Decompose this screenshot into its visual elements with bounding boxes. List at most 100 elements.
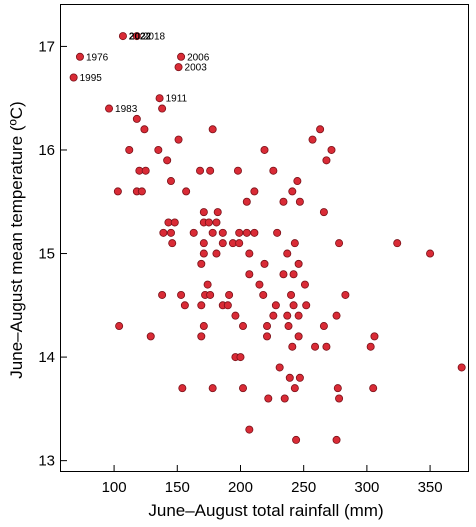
data-point <box>155 94 164 103</box>
x-tick-label: 300 <box>354 479 379 496</box>
data-point <box>189 228 198 237</box>
data-point <box>197 332 206 341</box>
data-point <box>239 384 248 393</box>
data-point <box>341 290 350 299</box>
data-point <box>113 187 122 196</box>
data-point <box>259 290 268 299</box>
data-point <box>245 270 254 279</box>
point-label: 2022 <box>129 32 152 43</box>
x-tick-label: 150 <box>165 479 190 496</box>
data-point <box>236 353 245 362</box>
data-point <box>283 249 292 258</box>
data-point <box>177 290 186 299</box>
data-point <box>158 104 167 113</box>
x-tick-label: 200 <box>228 479 253 496</box>
data-point <box>174 63 183 72</box>
x-tick-label: 100 <box>102 479 127 496</box>
data-point <box>158 290 167 299</box>
data-point <box>239 322 248 331</box>
data-point <box>75 52 84 61</box>
plot-frame <box>60 4 469 472</box>
point-label: 1995 <box>80 73 103 84</box>
data-point <box>332 435 341 444</box>
data-point <box>273 228 282 237</box>
data-point <box>213 208 222 217</box>
data-point <box>250 228 259 237</box>
point-label: 2018 <box>143 32 166 43</box>
y-tick-label: 13 <box>38 453 55 470</box>
data-point <box>218 239 227 248</box>
data-point <box>182 187 191 196</box>
data-point <box>300 280 309 289</box>
data-point <box>170 218 179 227</box>
data-point <box>275 363 284 372</box>
data-point <box>203 280 212 289</box>
data-point <box>199 208 208 217</box>
data-point <box>132 114 141 123</box>
data-point <box>105 104 114 113</box>
data-point <box>199 322 208 331</box>
y-tick-label: 17 <box>38 38 55 55</box>
data-point <box>293 177 302 186</box>
data-point <box>212 218 221 227</box>
data-point <box>285 373 294 382</box>
data-point <box>311 342 320 351</box>
data-point <box>288 187 297 196</box>
data-point <box>199 239 208 248</box>
data-point <box>212 249 221 258</box>
data-point <box>263 322 272 331</box>
data-point <box>163 156 172 165</box>
point-label: 2003 <box>185 63 208 74</box>
data-point <box>178 384 187 393</box>
data-point <box>260 145 269 154</box>
data-point <box>225 290 234 299</box>
y-tick-label: 16 <box>38 142 55 159</box>
data-point <box>294 311 303 320</box>
data-point <box>284 322 293 331</box>
data-point <box>287 290 296 299</box>
data-point <box>231 311 240 320</box>
data-point <box>316 125 325 134</box>
x-tick-label: 350 <box>418 479 443 496</box>
data-point <box>218 228 227 237</box>
data-point <box>206 166 215 175</box>
x-tick-label: 250 <box>291 479 316 496</box>
data-point <box>208 228 217 237</box>
data-point <box>159 228 168 237</box>
data-point <box>154 145 163 154</box>
data-point <box>260 259 269 268</box>
data-point <box>140 125 149 134</box>
y-tick-label: 14 <box>38 349 55 366</box>
data-point <box>197 259 206 268</box>
data-point <box>233 166 242 175</box>
data-point <box>283 311 292 320</box>
x-axis-label: June–August total rainfall (mm) <box>148 501 383 520</box>
data-point <box>115 322 124 331</box>
data-point <box>235 228 244 237</box>
data-point <box>319 208 328 217</box>
data-point <box>69 73 78 82</box>
data-point <box>168 239 177 248</box>
data-point <box>137 187 146 196</box>
data-point <box>332 311 341 320</box>
data-point <box>289 301 298 310</box>
data-point <box>255 280 264 289</box>
data-point <box>288 342 297 351</box>
data-point <box>118 32 127 41</box>
data-point <box>245 425 254 434</box>
point-label: 1976 <box>86 52 109 63</box>
y-axis-label: June–August mean temperature (ºC) <box>7 101 26 378</box>
data-point <box>322 156 331 165</box>
data-point <box>366 342 375 351</box>
data-point <box>289 270 298 279</box>
data-point <box>319 322 328 331</box>
y-axis-ticks: 13 14 15 16 17 <box>38 38 67 470</box>
data-point <box>174 135 183 144</box>
point-label: 1911 <box>166 94 188 105</box>
data-point <box>177 52 186 61</box>
data-points <box>69 32 466 444</box>
data-point <box>335 239 344 248</box>
data-point <box>280 394 289 403</box>
